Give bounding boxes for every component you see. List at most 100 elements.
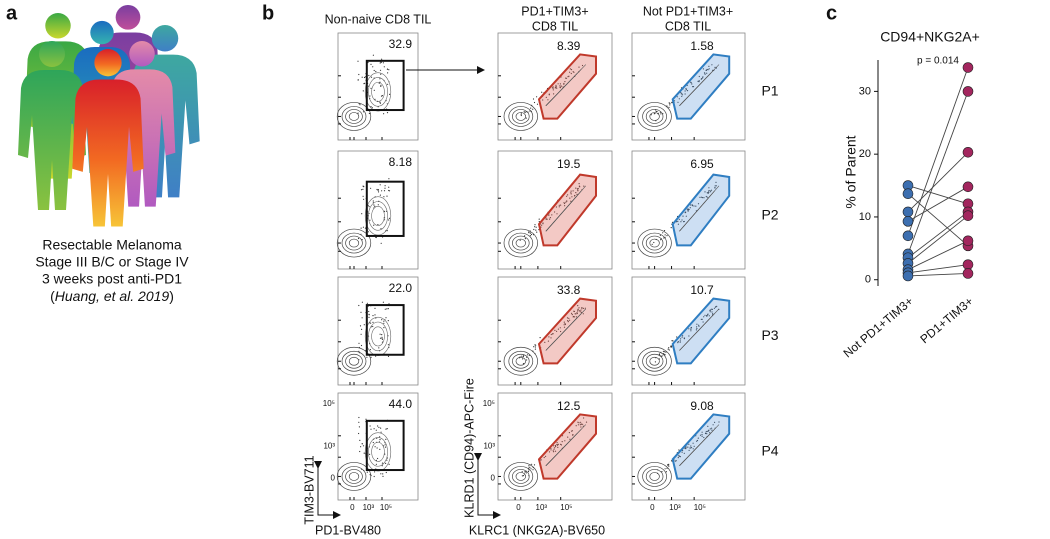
event-dot	[711, 64, 713, 66]
person	[72, 49, 144, 227]
event-dot	[706, 196, 708, 198]
event-dot	[668, 347, 670, 349]
panel-label: b	[262, 2, 274, 24]
event-dot	[372, 321, 374, 323]
event-dot	[549, 218, 551, 220]
event-dot	[559, 83, 562, 85]
event-dot	[384, 185, 386, 187]
event-dot	[373, 428, 375, 430]
event-dot	[695, 329, 698, 331]
event-dot	[705, 430, 707, 433]
event-dot	[676, 96, 678, 98]
event-dot	[380, 95, 383, 97]
event-dot	[558, 204, 560, 206]
pair-line	[907, 240, 969, 271]
event-dot	[654, 361, 657, 363]
caption: Resectable Melanoma	[42, 237, 182, 253]
event-dot	[379, 62, 381, 64]
event-dot	[377, 425, 379, 427]
event-dot	[681, 95, 683, 97]
event-dot	[383, 113, 385, 115]
event-dot	[680, 221, 682, 223]
event-dot	[373, 224, 375, 226]
event-dot	[566, 200, 568, 202]
event-dot	[684, 93, 686, 95]
contour	[371, 205, 385, 226]
event-dot	[382, 62, 384, 64]
event-dot	[685, 446, 687, 448]
event-dot	[362, 226, 364, 228]
event-dot	[693, 445, 695, 447]
event-dot	[580, 426, 582, 428]
event-dot	[534, 346, 537, 348]
event-dot	[379, 439, 381, 441]
event-dot	[519, 239, 521, 241]
event-dot	[705, 195, 707, 198]
event-dot	[360, 344, 363, 347]
person-head	[115, 4, 141, 30]
contour	[637, 346, 672, 376]
row-label: P2	[761, 207, 778, 223]
chart-title: CD94+NKG2A+	[880, 29, 980, 45]
event-dot	[704, 72, 706, 74]
event-dot	[573, 310, 575, 312]
gate-value: 32.9	[389, 37, 413, 51]
event-dot	[368, 74, 370, 77]
event-dot	[708, 191, 710, 193]
event-dot	[522, 355, 525, 358]
tick-label: 0	[331, 474, 336, 483]
event-dot	[361, 76, 363, 78]
event-dot	[572, 434, 574, 436]
event-dot	[555, 86, 557, 88]
tick-label: 0	[491, 474, 496, 483]
event-dot	[580, 309, 582, 311]
event-dot	[382, 301, 384, 303]
event-dot	[710, 189, 713, 191]
event-dot	[361, 301, 363, 303]
contour	[336, 346, 372, 376]
event-dot	[560, 204, 562, 206]
panel-label: a	[6, 2, 18, 24]
event-dot	[368, 313, 370, 315]
event-dot	[385, 438, 387, 440]
y-tick-label: 20	[859, 148, 871, 160]
event-dot	[714, 421, 716, 423]
event-dot	[650, 114, 652, 116]
event-dot	[710, 308, 713, 310]
event-dot	[369, 349, 371, 351]
event-dot	[665, 471, 668, 473]
gate	[365, 59, 405, 112]
event-dot	[553, 447, 556, 449]
axis-label: KLRD1 (CD94)-APC-Fire	[462, 378, 476, 518]
y-tick-label: 10	[859, 211, 871, 223]
person-head	[94, 49, 122, 77]
dot	[962, 268, 974, 279]
event-dot	[678, 98, 680, 100]
event-dot	[548, 451, 551, 453]
contour	[645, 469, 664, 484]
event-dot	[560, 443, 562, 445]
event-dot	[534, 348, 537, 350]
event-dot	[561, 441, 563, 443]
event-dot	[697, 203, 700, 205]
event-dot	[388, 463, 390, 465]
event-dot	[683, 220, 685, 223]
event-dot	[556, 444, 559, 446]
event-dot	[569, 197, 571, 199]
contour	[341, 466, 367, 487]
event-dot	[521, 475, 524, 477]
event-dot	[542, 99, 544, 101]
event-dot	[696, 323, 698, 325]
event-dot	[547, 340, 550, 342]
contour	[649, 472, 660, 481]
event-dot	[381, 465, 383, 467]
event-dot	[556, 330, 558, 332]
event-dot	[678, 454, 680, 457]
event-dot	[362, 195, 364, 197]
tick-label: 10⁵	[560, 503, 572, 512]
pair-line	[907, 215, 969, 264]
contour	[368, 201, 388, 231]
event-dot	[570, 193, 572, 195]
event-dot	[372, 325, 374, 328]
contour	[371, 81, 385, 102]
